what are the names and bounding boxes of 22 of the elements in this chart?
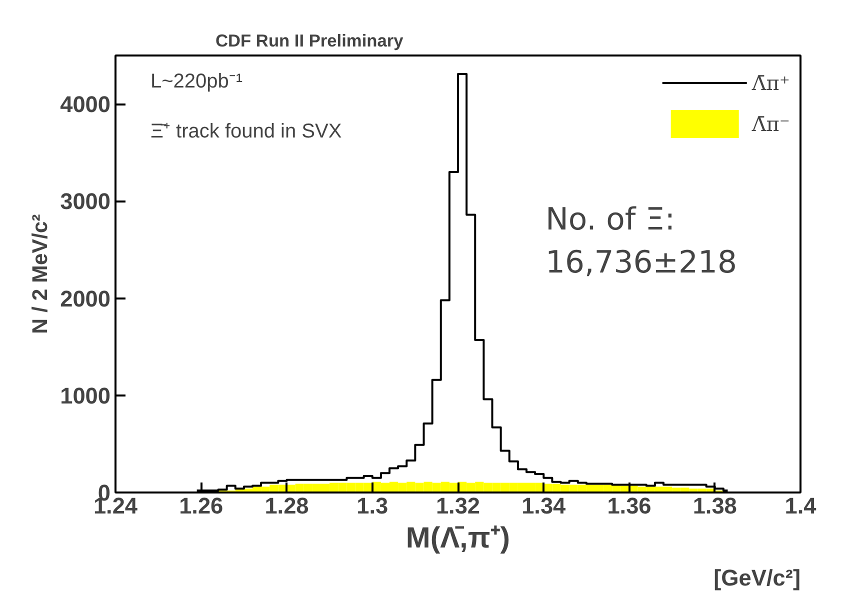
legend-label: Λ̄π⁻ (752, 112, 790, 136)
y-tick-label: 4000 (60, 91, 111, 118)
y-tick-label: 1000 (60, 382, 111, 408)
x-tick-label: 1.28 (264, 492, 309, 518)
x-tick-label: 1.4 (784, 492, 817, 518)
y-tick-label: 2000 (60, 285, 111, 312)
x-tick-label: 1.38 (692, 492, 737, 518)
x-tick-label: 1.26 (179, 492, 224, 518)
y-tick-label: 3000 (60, 188, 111, 214)
text: [GeV/c²] (714, 564, 801, 590)
legend-label: Λ̄π⁺ (752, 70, 790, 94)
y-axis-title: N / 2 MeV/c² (28, 214, 52, 334)
x-tick-label: 1.34 (522, 492, 566, 518)
annotation: Ξ̄⁺ track found in SVX (150, 120, 342, 142)
x-tick-label: 1.36 (607, 492, 652, 518)
chart-title: CDF Run II Preliminary (216, 30, 404, 50)
annotation: L~220pb⁻¹ (150, 70, 243, 92)
x-tick-label: 1.3 (356, 492, 388, 518)
annotation: No. of Ξ: (546, 202, 676, 238)
x-tick-label: 1.32 (436, 492, 480, 518)
x-axis-title: M(Λ̄,π⁺) (406, 522, 510, 554)
annotation: 16,736±218 (546, 246, 737, 280)
